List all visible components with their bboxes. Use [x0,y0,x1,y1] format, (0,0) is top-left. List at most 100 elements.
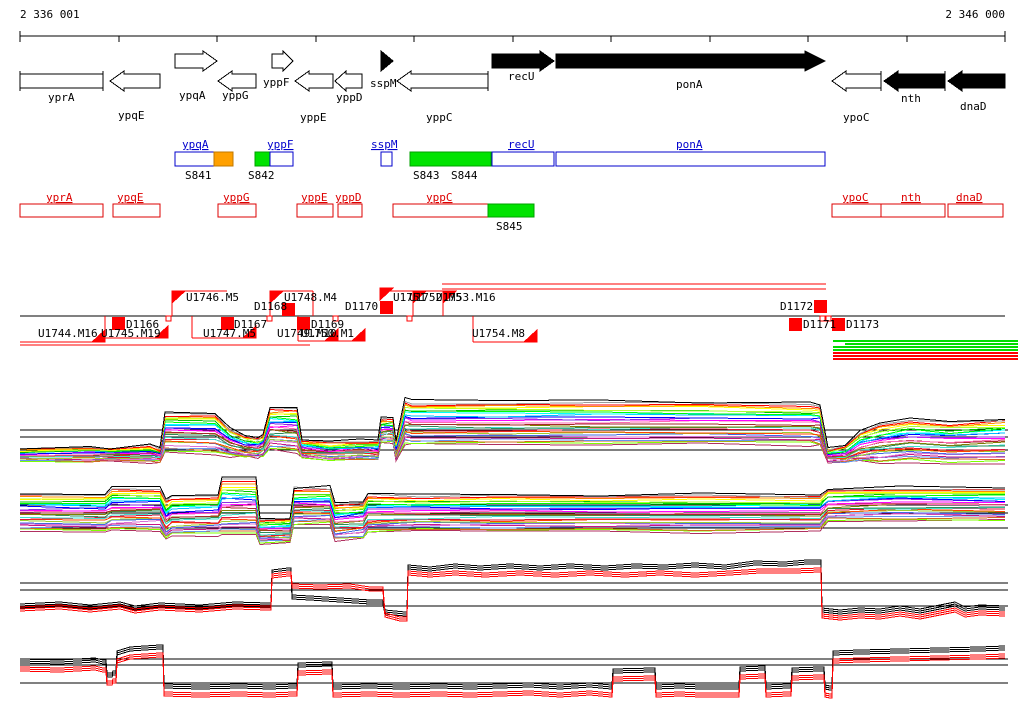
signal-panel-3-trace [19,559,1006,613]
red-track-box-yprA[interactable] [19,203,104,218]
blue-track-box-S843-S844[interactable] [409,151,492,167]
probe-flag-up[interactable] [442,290,458,305]
probe-flag-down[interactable] [153,324,169,339]
gene-arrow-yppC[interactable] [396,70,489,92]
gene-label-dnaD: dnaD [960,100,987,113]
probe-marker-small[interactable] [266,315,273,322]
red-track-label-yppE: yppE [301,191,328,204]
signal-panel-3-trace [19,569,1006,620]
probe-marker-small[interactable] [819,315,826,322]
gene-arrow-ypoC[interactable] [831,70,882,92]
signal-panel-2-trace [19,517,1006,541]
probe-marker-D1170[interactable] [380,301,393,314]
probe-label-D1172: D1172 [780,300,813,313]
blue-track-box-ypqA[interactable] [174,151,215,167]
blue-track-box-recU[interactable] [491,151,555,167]
gene-label-yppC: yppC [426,111,453,124]
probe-marker-D1169[interactable] [297,317,310,330]
blue-track-seglabel-S844: S844 [451,169,478,182]
blue-track-box-sspM[interactable] [380,151,393,167]
blue-track-box-yppF[interactable] [269,151,294,167]
probe-flag-down[interactable] [350,327,366,342]
probe-marker-small[interactable] [165,315,172,322]
red-track-box-S845[interactable] [487,203,535,218]
gene-arrow-yprA[interactable] [19,73,104,89]
red-track-box-ypqE[interactable] [112,203,161,218]
probe-label-U1750.M1: U1750.M1 [301,327,354,340]
signal-panel-2-trace [19,509,1006,539]
gene-arrow-yppG[interactable] [217,70,257,92]
gene-label-yppF: yppF [263,76,290,89]
coordinate-right: 2 346 000 [945,8,1005,21]
red-track-box-ypoC[interactable] [831,203,882,218]
blue-track-box-S842[interactable] [254,151,271,167]
red-track-label-yprA: yprA [46,191,73,204]
probe-flag-up[interactable] [412,290,428,305]
signal-panel-2-trace [19,497,1006,528]
gene-label-ypqE: ypqE [118,109,145,122]
blue-track-box-ponA[interactable] [555,151,826,167]
red-track-label-yppC: yppC [426,191,453,204]
gene-arrow-dnaD[interactable] [947,70,1006,92]
blue-track-label-recU: recU [508,138,535,151]
probe-marker-small[interactable] [406,315,413,322]
blue-track-label-yppF: yppF [267,138,294,151]
probe-label-D1167: D1167 [234,318,267,331]
red-track-label-yppD: yppD [335,191,362,204]
signal-panel-3-trace [19,567,1006,618]
signal-panel-4-trace [19,652,1006,695]
probe-marker-small[interactable] [332,315,339,322]
blue-track-box-S841[interactable] [213,151,234,167]
gene-arrow-ypqE[interactable] [109,70,161,92]
gene-arrow-ypqA[interactable] [174,50,218,72]
probe-flag-up[interactable] [379,287,395,302]
gene-label-ypoC: ypoC [843,111,870,124]
signal-panel-2-trace [19,503,1006,530]
signal-panel-2-trace [19,519,1006,546]
probe-flag-down[interactable] [522,328,538,343]
gene-label-ponA: ponA [676,78,703,91]
probe-flag-down[interactable] [241,324,257,339]
probe-flag-down[interactable] [323,327,339,342]
red-track-box-yppE[interactable] [296,203,334,218]
probe-marker-D1166[interactable] [112,317,125,330]
signal-panel-4-trace [19,648,1006,691]
probe-marker-D1172[interactable] [814,300,827,313]
probe-flag-up[interactable] [171,290,187,305]
blue-track-label-ponA: ponA [676,138,703,151]
gene-arrow-ponA[interactable] [555,50,827,72]
red-track-box-yppD[interactable] [337,203,363,218]
signal-panel-4-trace [19,644,1006,687]
gene-label-yppE: yppE [300,111,327,124]
probe-marker-D1171[interactable] [789,318,802,331]
gene-arrow-sspM[interactable] [380,49,394,73]
gene-arrow-yppD[interactable] [334,69,363,93]
signal-panel-2-trace [19,515,1006,542]
red-track-box-yppG[interactable] [217,203,257,218]
red-track-box-dnaD[interactable] [947,203,1004,218]
probe-flag-down[interactable] [90,328,106,343]
blue-track-seglabel-S842: S842 [248,169,275,182]
probe-marker-small[interactable] [825,315,832,322]
red-track-label-dnaD: dnaD [956,191,983,204]
signal-panel-4-trace [19,646,1006,689]
signal-panel-2-trace [19,483,1006,523]
probe-label-D1173: D1173 [846,318,879,331]
gene-arrow-yppF[interactable] [271,49,294,73]
probe-label-U1749.M10: U1749.M10 [277,327,337,340]
probe-marker-D1167[interactable] [221,317,234,330]
signal-panel-4-trace [19,656,1006,699]
red-track-box-nth[interactable] [880,203,946,218]
gene-arrow-nth[interactable] [883,70,946,92]
blue-track-label-sspM: sspM [371,138,398,151]
probe-flag-up[interactable] [269,290,285,305]
red-track-box-yppC[interactable] [392,203,489,218]
gene-label-nth: nth [901,92,921,105]
probe-label-D1168: D1168 [254,300,287,313]
probe-marker-D1173[interactable] [832,318,845,331]
probe-label-U1748.M4: U1748.M4 [284,291,337,304]
gene-arrow-recU[interactable] [491,50,555,72]
probe-marker-D1168[interactable] [282,303,295,316]
gene-arrow-yppE[interactable] [294,70,334,92]
